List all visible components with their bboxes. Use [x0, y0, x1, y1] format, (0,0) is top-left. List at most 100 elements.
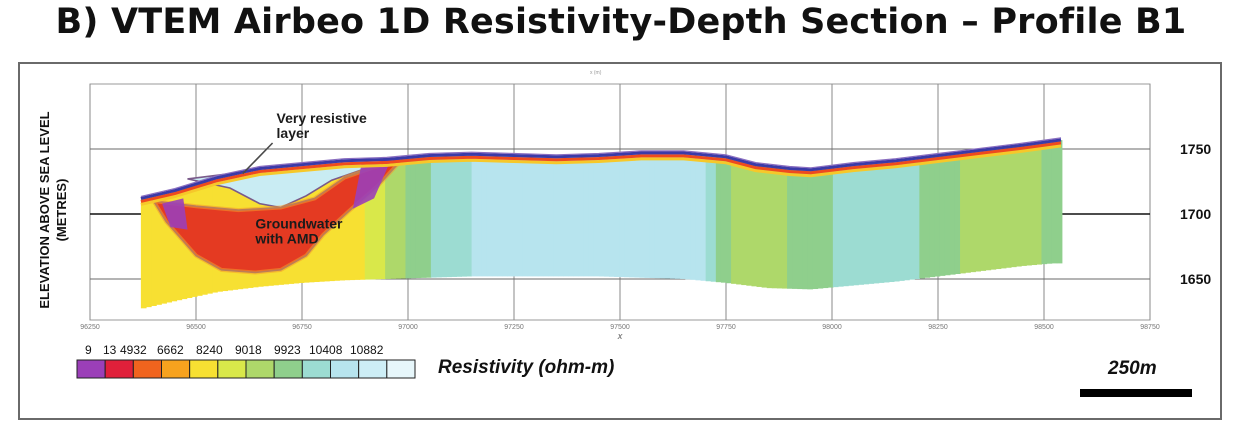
resistivity-column [670, 152, 676, 279]
resistivity-column [853, 164, 859, 286]
surface-layer [140, 137, 1062, 206]
resistivity-column [797, 169, 803, 290]
resistivity-column [527, 155, 534, 277]
resistivity-column [553, 156, 559, 277]
resistivity-column [715, 156, 722, 283]
resistivity-column [156, 194, 162, 305]
resistivity-column [685, 153, 691, 280]
resistivity-column [374, 159, 381, 280]
resistivity-column [1041, 142, 1048, 265]
resistivity-column [400, 157, 407, 279]
resistivity-column [339, 160, 345, 281]
colorbar-swatch [161, 359, 191, 379]
scale-bar-label: 250m [1108, 358, 1157, 379]
y-tick-label: 1650 [1180, 271, 1211, 287]
resistivity-column [949, 153, 956, 275]
resistivity-column [1021, 144, 1027, 266]
colorbar-label: 9923 [274, 343, 301, 357]
resistivity-column [751, 164, 758, 287]
resistivity-column [451, 154, 457, 277]
resistivity-column [593, 155, 600, 277]
x-tick-label: 97000 [398, 324, 418, 331]
resistivity-column [924, 156, 931, 278]
colorbar-swatch [245, 359, 275, 379]
resistivity-column [827, 167, 834, 288]
resistivity-column [741, 161, 747, 286]
resistivity-column [395, 158, 401, 279]
resistivity-column [603, 155, 610, 277]
resistivity-column [161, 193, 167, 304]
resistivity-column [695, 154, 702, 281]
resistivity-column [481, 154, 488, 277]
resistivity-column [1010, 146, 1017, 268]
colorbar-label: 9 [85, 343, 92, 357]
resistivity-column [1051, 140, 1058, 264]
colorbar-label: 4932 [120, 343, 147, 357]
resistivity-column [756, 164, 763, 287]
resistivity-column [410, 156, 417, 279]
resistivity-column [634, 153, 641, 278]
resistivity-column [858, 163, 864, 285]
resistivity-column [654, 152, 661, 279]
resistivity-column [929, 156, 936, 278]
colorbar-label: 6662 [157, 343, 184, 357]
resistivity-column [675, 152, 681, 279]
resistivity-column [430, 155, 437, 278]
resistivity-column [970, 151, 976, 273]
resistivity-column [1036, 142, 1043, 265]
resistivity-column [649, 152, 656, 279]
resistivity-column [893, 160, 900, 282]
x-axis-label: X [617, 334, 624, 341]
resistivity-column [390, 158, 396, 279]
resistivity-column [512, 155, 518, 277]
x-tick-label: 97250 [504, 324, 524, 331]
resistivity-column [639, 152, 646, 278]
resistivity-column [359, 160, 366, 280]
colorbar-label: 10882 [350, 343, 384, 357]
resistivity-column [1016, 145, 1022, 267]
colorbar-label: 13 [103, 343, 117, 357]
surface-outline [140, 137, 1062, 197]
resistivity-column [344, 160, 351, 281]
annotation-text: Groundwater [255, 215, 343, 231]
resistivity-column [812, 169, 819, 290]
resistivity-column [944, 154, 951, 276]
resistivity-column [507, 155, 513, 277]
resistivity-column [542, 156, 549, 277]
x-tick-label: 97750 [716, 324, 736, 331]
colorbar-label: 10408 [309, 343, 343, 357]
resistivity-column [425, 155, 432, 278]
resistivity-column [939, 154, 946, 276]
colorbar-label: 9018 [235, 343, 262, 357]
resistivity-column [166, 191, 173, 303]
resistivity-column [960, 152, 966, 274]
resistivity-column [690, 153, 697, 280]
resistivity-column [1005, 146, 1012, 268]
x-tick-label: 98500 [1034, 324, 1054, 331]
resistivity-column [1031, 143, 1037, 266]
colorbar-swatch [330, 359, 360, 379]
resistivity-column [720, 156, 727, 283]
resistivity-column [726, 157, 732, 284]
resistivity-column [466, 154, 473, 277]
resistivity-column [965, 151, 971, 273]
resistivity-column [863, 163, 870, 285]
resistivity-column [171, 190, 178, 302]
x-tick-label: 97500 [610, 324, 630, 331]
surface-band-blue [140, 138, 1062, 200]
resistivity-column [369, 159, 376, 280]
resistivity-column [644, 152, 651, 278]
resistivity-column [420, 156, 427, 278]
colorbar-swatch [132, 359, 162, 379]
top-axis-label: x (m) [590, 70, 602, 76]
resistivity-column [700, 154, 707, 281]
resistivity-column [914, 158, 920, 279]
colorbar-swatch [189, 359, 219, 379]
resistivity-column [883, 161, 890, 283]
resistivity-column [898, 159, 905, 281]
resistivity-column [766, 166, 773, 289]
resistivity-column [802, 169, 809, 290]
resistivity-column [380, 159, 386, 280]
